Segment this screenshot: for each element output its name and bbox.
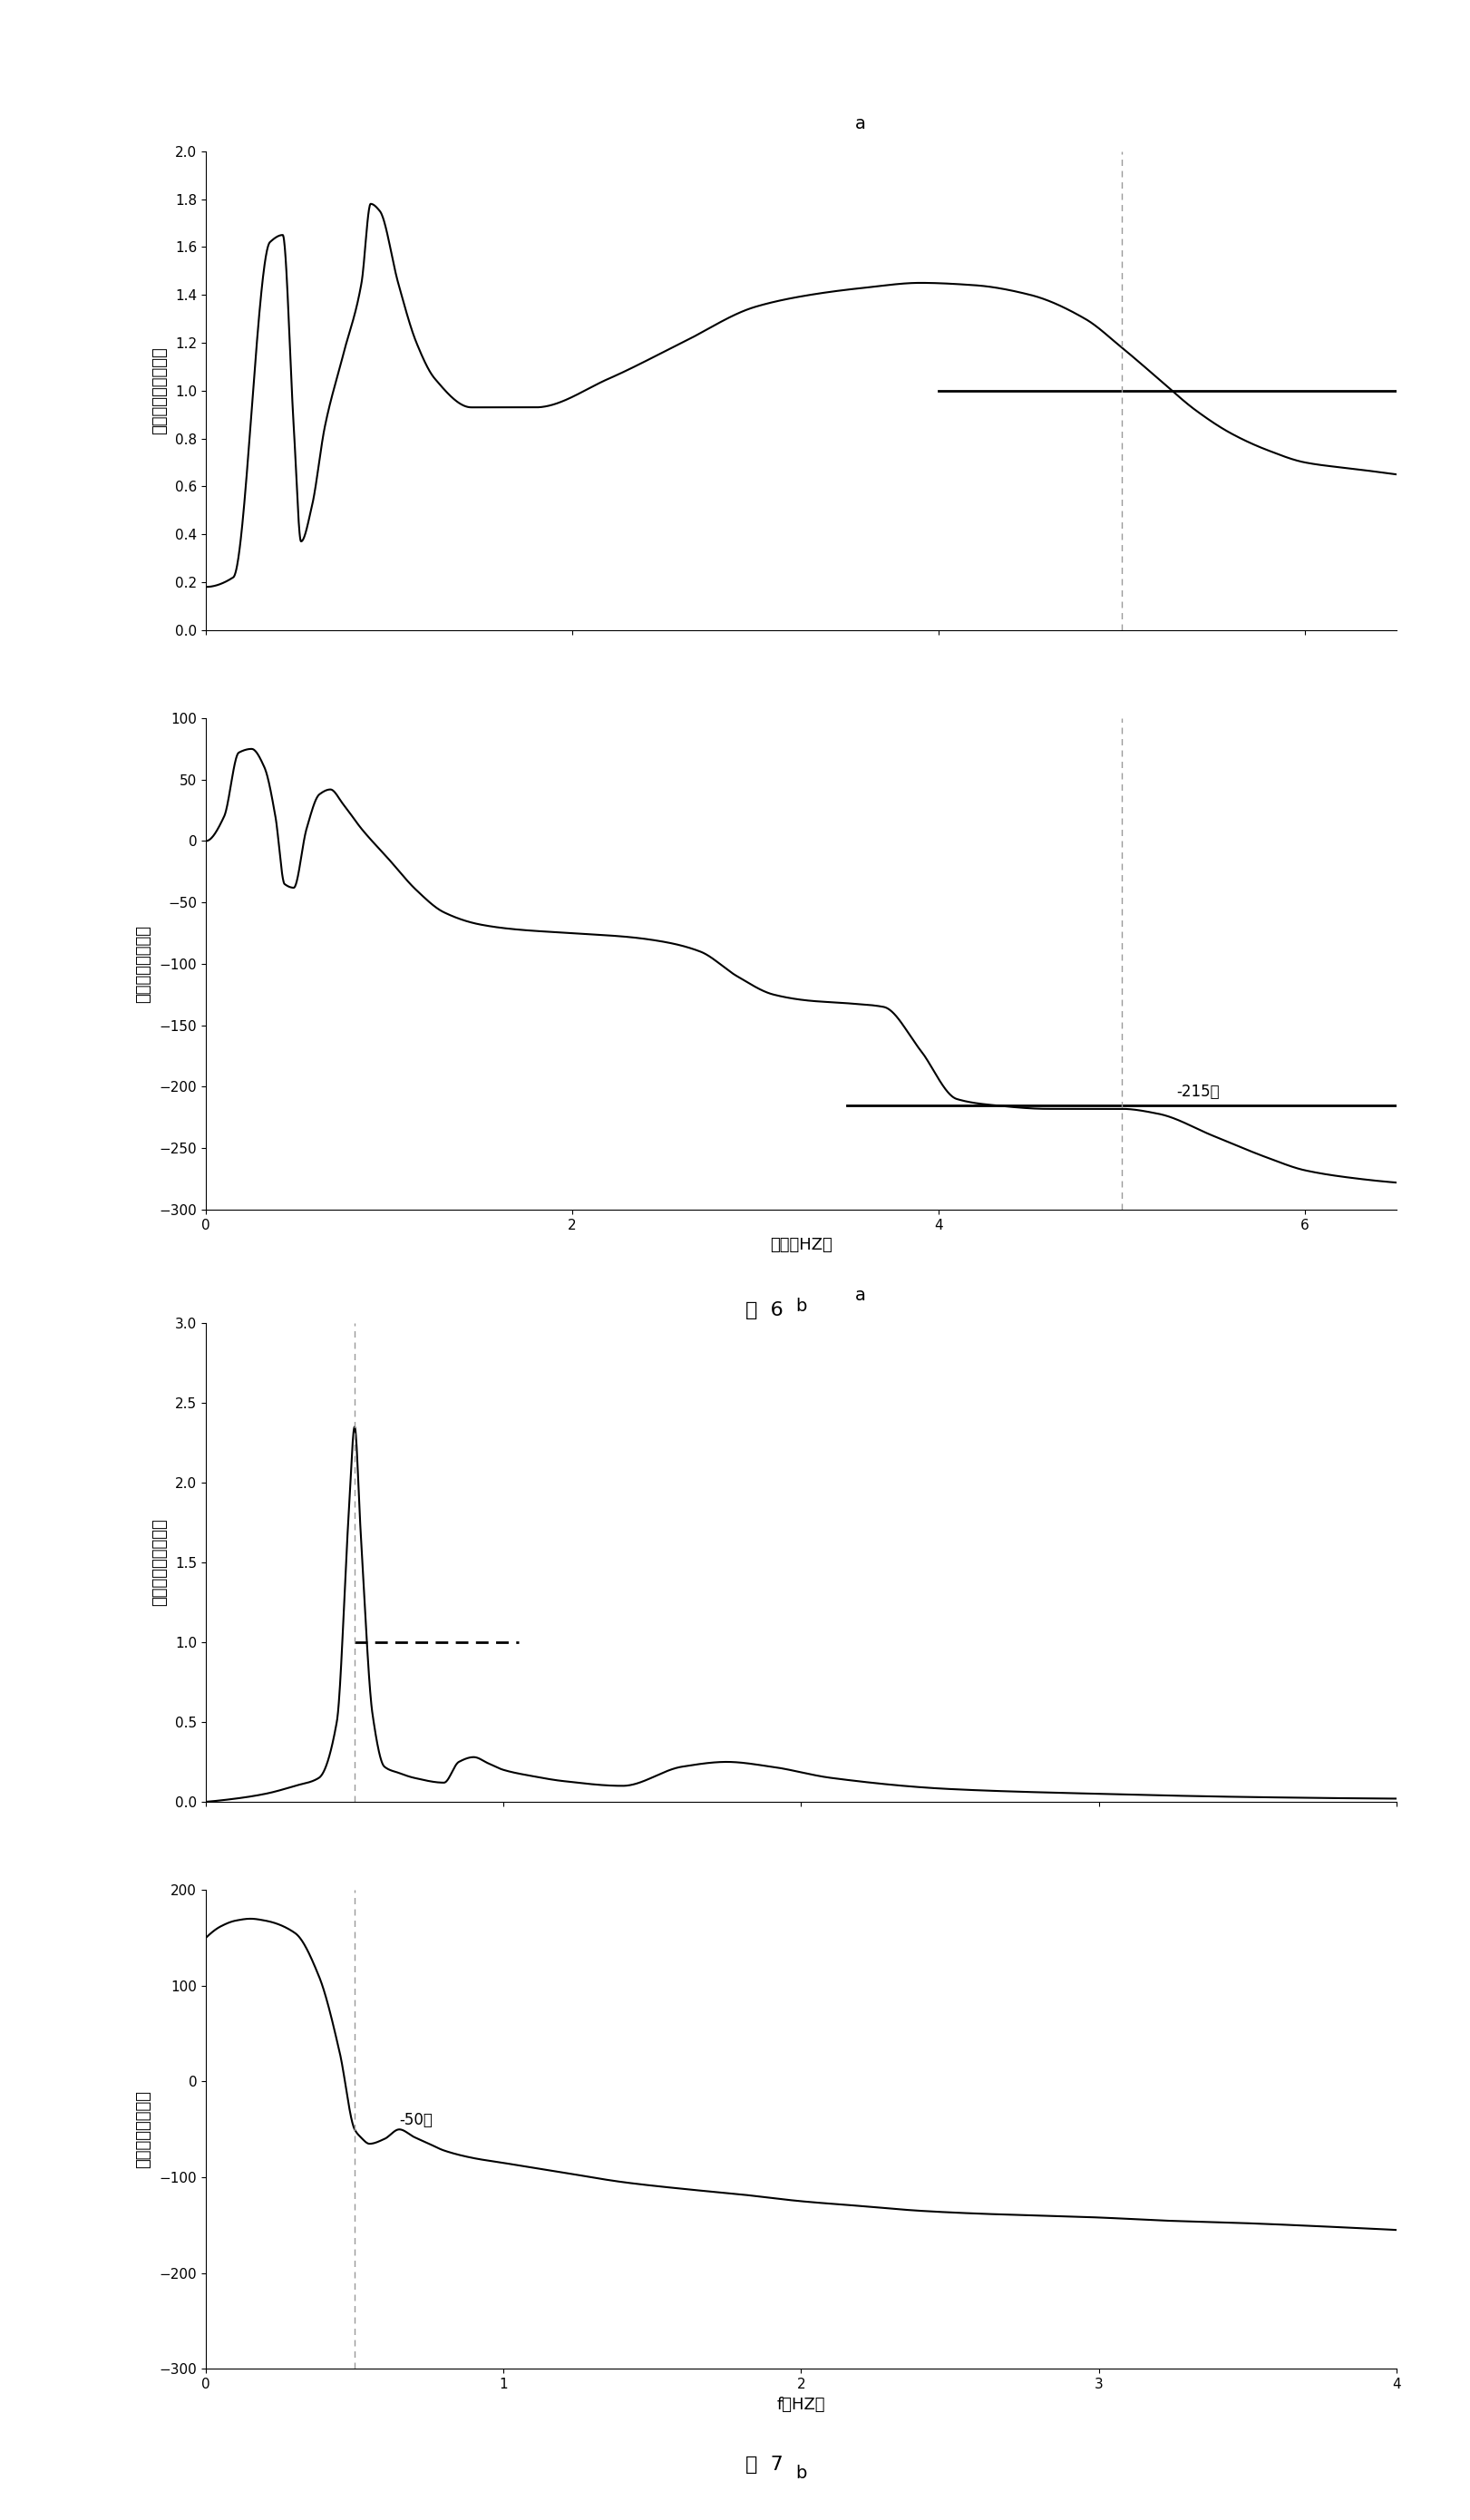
Text: b: b bbox=[795, 1298, 807, 1315]
Text: a: a bbox=[856, 116, 866, 131]
X-axis label: f（HZ）: f（HZ） bbox=[776, 2397, 826, 2412]
Y-axis label: 幅频响应（非对数）: 幅频响应（非对数） bbox=[151, 348, 168, 433]
Text: 图  6: 图 6 bbox=[745, 1300, 784, 1320]
Text: 图  7: 图 7 bbox=[745, 2454, 784, 2475]
Text: -215度: -215度 bbox=[1176, 1084, 1220, 1101]
Text: -50度: -50度 bbox=[400, 2112, 432, 2129]
Y-axis label: 相频响应（角度）: 相频响应（角度） bbox=[135, 2092, 151, 2167]
X-axis label: 频率（HZ）: 频率（HZ） bbox=[770, 1237, 832, 1252]
Text: a: a bbox=[856, 1288, 866, 1303]
Y-axis label: 相频响应（角度）: 相频响应（角度） bbox=[135, 925, 151, 1003]
Text: b: b bbox=[795, 2465, 807, 2482]
Y-axis label: 幅频响应（非对数）: 幅频响应（非对数） bbox=[151, 1520, 168, 1605]
